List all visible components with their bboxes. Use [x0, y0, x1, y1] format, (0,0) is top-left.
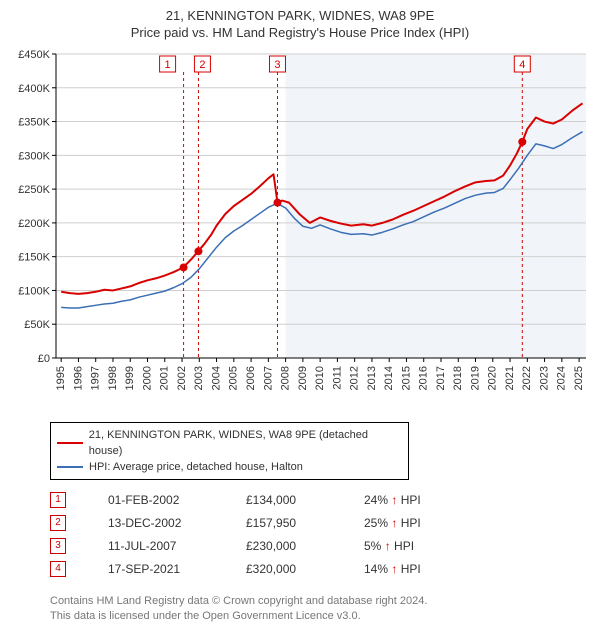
svg-text:2011: 2011	[331, 366, 343, 390]
svg-text:1995: 1995	[55, 366, 67, 390]
svg-text:1996: 1996	[72, 366, 84, 390]
legend-label: HPI: Average price, detached house, Halt…	[89, 459, 303, 475]
event-date: 13-DEC-2002	[108, 511, 246, 534]
legend-swatch	[57, 466, 83, 468]
event-delta: 14% ↑ HPI	[364, 557, 429, 580]
svg-text:2014: 2014	[383, 366, 395, 390]
event-date: 11-JUL-2007	[108, 534, 246, 557]
event-delta: 25% ↑ HPI	[364, 511, 429, 534]
svg-text:£100K: £100K	[18, 285, 50, 297]
svg-text:3: 3	[274, 59, 280, 71]
svg-text:2001: 2001	[159, 366, 171, 390]
svg-text:2010: 2010	[314, 366, 326, 390]
svg-text:£0: £0	[38, 353, 50, 365]
event-date: 17-SEP-2021	[108, 557, 246, 580]
svg-text:2022: 2022	[521, 366, 533, 390]
footer-line1: Contains HM Land Registry data © Crown c…	[50, 594, 590, 609]
event-date: 01-FEB-2002	[108, 488, 246, 511]
event-price: £157,950	[246, 511, 364, 534]
svg-text:2008: 2008	[280, 366, 292, 390]
svg-text:2009: 2009	[297, 366, 309, 390]
event-badge: 3	[50, 538, 66, 554]
svg-text:2023: 2023	[538, 366, 550, 390]
svg-text:2020: 2020	[487, 366, 499, 390]
svg-text:2013: 2013	[366, 366, 378, 390]
svg-text:2021: 2021	[504, 366, 516, 390]
event-row: 3 11-JUL-2007£230,0005% ↑ HPI	[50, 534, 429, 557]
svg-text:£300K: £300K	[18, 150, 50, 162]
svg-text:£200K: £200K	[18, 218, 50, 230]
events-table: 1 01-FEB-2002£134,00024% ↑ HPI 2 13-DEC-200…	[50, 488, 590, 580]
svg-text:2017: 2017	[435, 366, 447, 390]
svg-text:2016: 2016	[418, 366, 430, 390]
svg-text:2025: 2025	[573, 366, 585, 390]
svg-text:2005: 2005	[228, 366, 240, 390]
event-badge: 4	[50, 561, 66, 577]
svg-text:2019: 2019	[469, 366, 481, 390]
event-row: 2 13-DEC-2002£157,95025% ↑ HPI	[50, 511, 429, 534]
svg-text:1998: 1998	[107, 366, 119, 390]
legend-row: HPI: Average price, detached house, Halt…	[57, 459, 402, 475]
svg-text:£350K: £350K	[18, 117, 50, 129]
legend-row: 21, KENNINGTON PARK, WIDNES, WA8 9PE (de…	[57, 427, 402, 459]
svg-text:£450K: £450K	[18, 50, 50, 61]
chart-title-line2: Price paid vs. HM Land Registry's House …	[10, 25, 590, 40]
svg-text:2000: 2000	[141, 366, 153, 390]
svg-text:2004: 2004	[210, 366, 222, 390]
svg-text:2012: 2012	[349, 366, 361, 390]
chart-legend: 21, KENNINGTON PARK, WIDNES, WA8 9PE (de…	[50, 422, 409, 480]
event-badge: 2	[50, 515, 66, 531]
event-badge: 1	[50, 492, 66, 508]
svg-text:2003: 2003	[193, 366, 205, 390]
svg-text:2002: 2002	[176, 366, 188, 390]
footer-attribution: Contains HM Land Registry data © Crown c…	[50, 594, 590, 624]
event-price: £230,000	[246, 534, 364, 557]
svg-text:£400K: £400K	[18, 83, 50, 95]
legend-swatch	[57, 442, 83, 444]
event-delta: 5% ↑ HPI	[364, 534, 429, 557]
event-row: 1 01-FEB-2002£134,00024% ↑ HPI	[50, 488, 429, 511]
price-chart: £0 £50K £100K £150K £200K £250K £300K £350K £400…	[10, 50, 590, 410]
svg-text:1997: 1997	[90, 366, 102, 390]
svg-text:2007: 2007	[262, 366, 274, 390]
svg-text:1999: 1999	[124, 366, 136, 390]
svg-text:£50K: £50K	[24, 319, 50, 331]
footer-line2: This data is licensed under the Open Gov…	[50, 609, 590, 624]
event-delta: 24% ↑ HPI	[364, 488, 429, 511]
event-price: £134,000	[246, 488, 364, 511]
svg-text:2006: 2006	[245, 366, 257, 390]
chart-title-line1: 21, KENNINGTON PARK, WIDNES, WA8 9PE	[10, 8, 590, 23]
svg-text:1: 1	[165, 59, 171, 71]
svg-text:2024: 2024	[556, 366, 568, 390]
svg-text:2: 2	[199, 59, 205, 71]
svg-text:2018: 2018	[452, 366, 464, 390]
svg-text:£250K: £250K	[18, 184, 50, 196]
legend-label: 21, KENNINGTON PARK, WIDNES, WA8 9PE (de…	[89, 427, 402, 459]
svg-text:£150K: £150K	[18, 252, 50, 264]
event-row: 4 17-SEP-2021£320,00014% ↑ HPI	[50, 557, 429, 580]
svg-text:2015: 2015	[400, 366, 412, 390]
event-price: £320,000	[246, 557, 364, 580]
svg-text:4: 4	[519, 59, 525, 71]
